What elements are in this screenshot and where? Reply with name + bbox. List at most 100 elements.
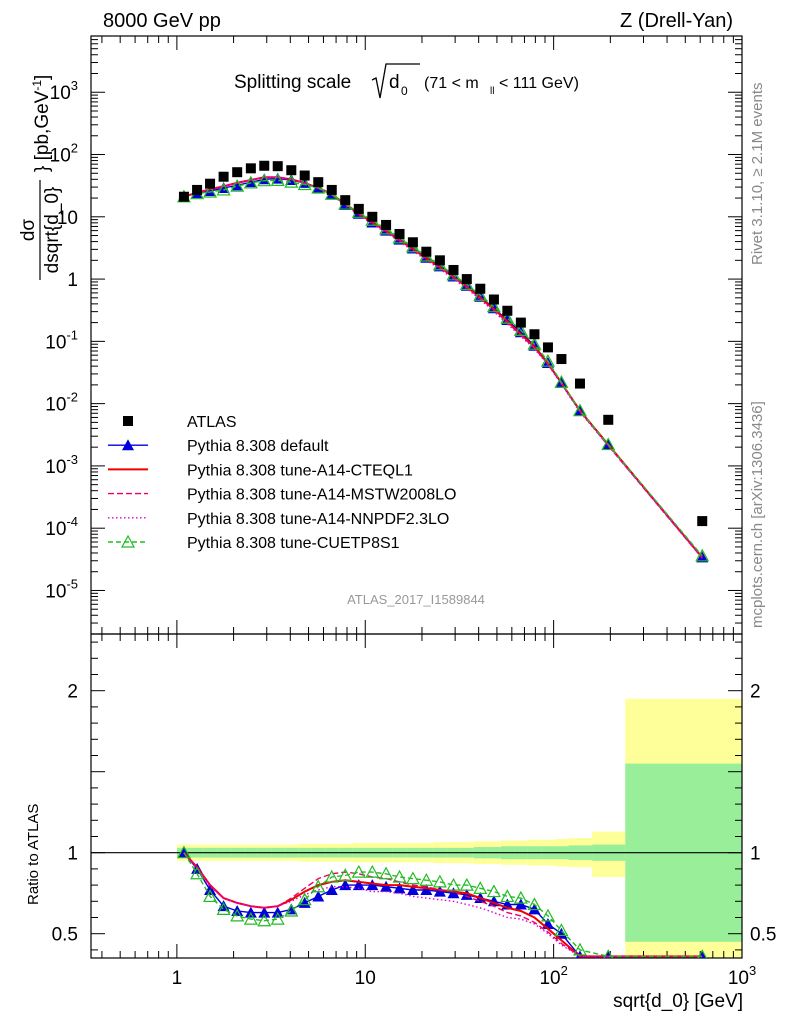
ratio-y-axis-label: Ratio to ATLAS	[25, 804, 42, 905]
series-atlas-point	[394, 228, 405, 239]
ratio-pythia-8-308-default-point	[420, 883, 433, 895]
series-pythia-8-308-tune-cuetp8s1-point	[284, 174, 299, 188]
legend-label: Pythia 8.308 tune-A14-MSTW2008LO	[187, 487, 456, 504]
x-tick-label: 103	[728, 963, 756, 989]
series-pythia-8-308-tune-cuetp8s1-point	[486, 299, 501, 313]
series-atlas-point	[218, 171, 229, 182]
series-atlas-point	[502, 305, 513, 316]
series-atlas-point	[488, 294, 499, 305]
series-atlas-point	[326, 184, 337, 195]
series-pythia-8-308-tune-a14-nnpdf2-3lo-line	[183, 176, 703, 559]
series-atlas-point	[574, 378, 585, 389]
legend-label: Pythia 8.308 tune-A14-CTEQL1	[187, 462, 413, 479]
y-tick-label: 10-2	[45, 390, 78, 416]
title-sqrt-sub: 0	[401, 84, 408, 98]
legend-marker	[123, 416, 133, 426]
x-tick-label: 1	[172, 968, 183, 989]
series-atlas-point	[475, 283, 486, 294]
series-pythia-8-308-tune-cuetp8s1-point	[243, 175, 258, 189]
series-pythia-8-308-default-point	[501, 314, 514, 326]
series-atlas-point	[245, 163, 256, 174]
ratio-pythia-8-308-default-point	[514, 898, 527, 910]
series-pythia-8-308-tune-cuetp8s1-point	[473, 287, 488, 301]
series-atlas-point	[556, 354, 567, 365]
series-pythia-8-308-tune-cuetp8s1-point	[257, 173, 272, 187]
legend-marker	[120, 534, 136, 548]
ratio-y-tick-label-right: 0.5	[750, 925, 776, 946]
series-pythia-8-308-tune-cuetp8s1-point	[270, 173, 285, 186]
x-tick-label: 102	[539, 963, 567, 989]
ratio-pythia-8-308-tune-cuetp8s1-point	[540, 908, 555, 922]
series-pythia-8-308-tune-cuetp8s1-point	[216, 182, 231, 196]
ratio-y-tick-label-right: 1	[750, 844, 761, 865]
ratio-pythia-8-308-default-point	[258, 906, 271, 918]
series-pythia-8-308-default-point	[514, 326, 527, 338]
series-pythia-8-308-tune-cuetp8s1-point	[695, 548, 710, 562]
sqrt-symbol	[371, 63, 420, 99]
analysis-watermark: ATLAS_2017_I1589844	[347, 592, 485, 607]
series-atlas-point	[515, 317, 526, 328]
series-atlas-point	[407, 237, 418, 248]
y-tick-label: 10-3	[45, 452, 78, 478]
series-atlas-point	[313, 177, 324, 188]
ratio-pythia-8-308-tune-cuetp8s1-point	[697, 949, 708, 958]
ratio-pythia-8-308-tune-cuetp8s1-point	[203, 889, 218, 903]
main-plot-series	[176, 160, 710, 563]
ratio-pythia-8-308-tune-cuetp8s1-point	[365, 864, 380, 878]
ratio-pythia-8-308-tune-a14-mstw2008lo-line	[183, 852, 703, 958]
title-sqrt-var: d	[389, 72, 400, 93]
series-atlas-point	[340, 195, 351, 206]
y-label-unit-post: ]	[32, 75, 53, 80]
y-label-denominator: dsqrt{d_0}	[42, 187, 63, 274]
ratio-plot-frame	[90, 633, 743, 959]
series-pythia-8-308-tune-cuetp8s1-point	[527, 336, 542, 350]
ratio-pythia-8-308-default-point	[352, 879, 365, 891]
legend-label: Pythia 8.308 tune-CUETP8S1	[187, 535, 400, 552]
legend-marker	[122, 439, 134, 451]
y-tick-label: 103	[50, 78, 78, 104]
series-pythia-8-308-tune-cuetp8s1-point	[297, 177, 312, 191]
y-tick-label: 10-4	[45, 514, 78, 540]
y-label-unit-pre: } [pb,GeV	[32, 90, 53, 172]
plot-title: Splitting scale d 0 (71 < m ll < 111 GeV…	[234, 63, 579, 99]
y-tick-label: 102	[50, 141, 78, 167]
series-pythia-8-308-tune-cuetp8s1-point	[513, 323, 528, 336]
ratio-pythia-8-308-tune-cuetp8s1-point	[190, 866, 205, 880]
series-pythia-8-308-tune-cuetp8s1-point	[311, 180, 326, 194]
legend-label: Pythia 8.308 default	[187, 438, 329, 455]
ratio-y-tick-label-left: 0.5	[52, 925, 78, 946]
legend-label: ATLAS	[187, 414, 237, 431]
ratio-pythia-8-308-tune-cuetp8s1-point	[513, 890, 528, 904]
ratio-pythia-8-308-default-point	[447, 887, 460, 899]
series-atlas-point	[434, 255, 445, 266]
title-cut-sub: ll	[490, 86, 494, 97]
y-tick-label: 10-1	[45, 327, 78, 353]
x-tick-label: 10	[355, 968, 376, 989]
ratio-plot-series	[176, 845, 708, 958]
ratio-pythia-8-308-default-point	[433, 885, 446, 897]
ratio-pythia-8-308-tune-cuetp8s1-point	[500, 889, 515, 903]
ratio-pythia-8-308-tune-cuetp8s1-point	[572, 942, 587, 956]
ratio-pythia-8-308-tune-cuetp8s1-point	[432, 874, 447, 888]
series-pythia-8-308-default-point	[244, 176, 257, 188]
series-atlas-point	[178, 191, 189, 202]
series-pythia-8-308-tune-cuetp8s1-point	[554, 375, 569, 388]
series-atlas-point	[367, 211, 378, 222]
ratio-pythia-8-308-default-point	[393, 882, 406, 894]
series-pythia-8-308-tune-cuetp8s1-point	[500, 310, 515, 324]
ratio-pythia-8-308-tune-cuetp8s1-point	[486, 884, 501, 898]
header-right: Z (Drell-Yan)	[620, 10, 733, 32]
ratio-pythia-8-308-tune-cuetp8s1-point	[446, 877, 461, 891]
series-atlas-point	[381, 219, 392, 230]
series-atlas-point	[529, 329, 540, 340]
mcplots-reference-label: mcplots.cern.ch [arXiv:1306.3436]	[749, 401, 766, 628]
rivet-version-label: Rivet 3.1.10, ≥ 2.1M events	[749, 83, 766, 266]
y-label-unit-sup: -1	[30, 80, 44, 91]
series-atlas-point	[192, 184, 203, 195]
ratio-pythia-8-308-tune-cuetp8s1-point	[324, 869, 339, 883]
legend: ATLAS Pythia 8.308 default Pythia 8.308 tu…	[108, 414, 456, 552]
ratio-pythia-8-308-default-point	[325, 883, 338, 895]
series-atlas-point	[603, 414, 614, 425]
